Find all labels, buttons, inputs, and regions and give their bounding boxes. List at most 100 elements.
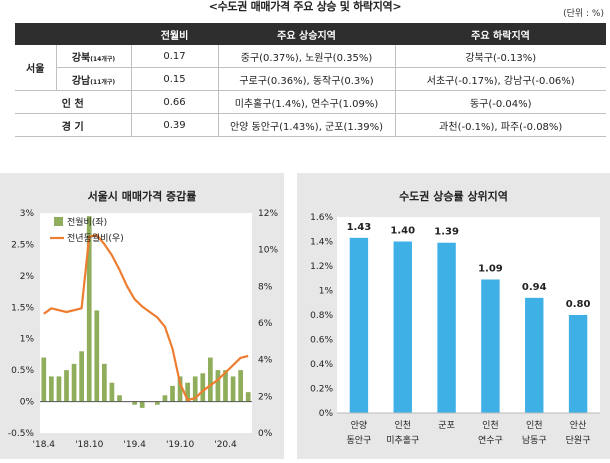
seoul-combo-chart: -0.5% 0% 0.5% 1% 1.5% 2% 2.5% 3% 0% 2% 4% 6% 8% 10% 12… [8,209,279,450]
data-label: 1.43 [347,222,372,233]
bar-mom [162,395,168,402]
top-regions-chart-panel: 수도권 상승률 상위지역 0% 0.2% 0.4% 0.6% 0.8% 1% 1.2% 1.4… [297,173,610,459]
y-tick-label-right: 12% [258,209,278,219]
y-tick-label-left: 0.5% [11,366,34,376]
bar-mom [245,392,251,402]
y-tick-label-left: 2.5% [11,240,34,250]
data-label: 1.39 [434,227,459,238]
mom-value: 0.15 [131,67,219,91]
y-tick-label: 0.8% [310,311,333,321]
x-tick-label-line2: 남동구 [522,435,547,446]
data-label: 0.94 [522,282,547,293]
bar-mom [185,382,190,402]
y-tick-label-right: 6% [258,319,273,329]
col-header-mom: 전월비 [131,23,218,45]
bar-mom [170,385,175,402]
mom-value: 0.39 [131,113,219,137]
table-header-row: 전월비 주요 상승지역 주요 하락지역 [15,23,606,45]
region-name: 강남 [71,75,91,87]
y-tick-label-left: 1% [20,335,35,345]
bar-region [349,237,369,413]
bar-mom [215,370,221,402]
bar-region [437,242,456,413]
seoul-chart-panel: 서울시 매매가격 증감률 -0.5% 0% 0.5% 1% 1.5% 2% 2.5% 3% 0%… [0,173,284,459]
chart-title: 서울시 매매가격 증감률 [87,190,197,203]
region-name: 인 천 [15,90,132,114]
bar-mom [41,357,47,402]
bar-mom [56,376,62,402]
x-tick-label: '18.10 [75,440,104,450]
regional-price-table: 전월비 주요 상승지역 주요 하락지역 서울 강북(14개구) 0.17 중구(… [15,23,606,137]
bar-mom [102,363,107,402]
mom-value: 0.66 [131,90,219,114]
col-header-rising: 주요 상승지역 [218,23,395,45]
x-tick-label-line2: 연수구 [478,435,503,446]
bar-mom [49,376,54,402]
bar-mom [94,310,100,402]
rising-regions: 구로구(0.36%), 동작구(0.3%) [218,67,396,91]
legend-label-mom: 전월비(좌) [67,216,107,228]
x-tick-label-line2: 미추홀구 [386,434,419,446]
y-tick-label-left: -0.5% [8,429,35,439]
bar-mom [177,376,183,402]
bar-mom [238,370,243,402]
rising-regions: 중구(0.37%), 노원구(0.35%) [218,45,396,68]
region-note: (11개구) [90,78,116,86]
bar-mom [223,370,228,402]
legend-swatch-mom [54,217,63,226]
col-header-falling: 주요 하락지역 [395,23,606,45]
x-tick-label: '19.4 [123,440,146,450]
y-tick-label-left: 1.5% [11,303,34,313]
y-tick-label: 1.6% [310,213,333,223]
sub-region: 강남(11개구) [56,67,132,91]
data-label: 0.80 [566,299,591,310]
plot-area [337,217,600,413]
report-title: <수도권 매매가격 주요 상승 및 하락지역> [208,0,402,13]
bar-mom [208,357,213,402]
y-tick-label-right: 8% [258,282,273,292]
y-tick-label-left: 2% [20,272,35,282]
sub-region: 강북(14개구) [56,45,132,68]
legend-label-yoy: 전년동월비(우) [67,232,124,244]
falling-regions: 동구(-0.04%) [395,90,606,114]
top-regions-bar-chart: 0% 0.2% 0.4% 0.6% 0.8% 1% 1.2% 1.4% 1.6% 1.43 안양동안… [310,213,600,446]
data-label: 1.09 [478,263,503,274]
falling-regions: 강북구(-0.13%) [395,45,606,68]
unit-label: (단위 : %) [563,9,604,19]
x-tick-label: '19.10 [166,440,195,450]
data-label: 1.40 [390,226,415,237]
region-note: (14개구) [90,55,116,63]
bar-mom [139,401,145,408]
falling-regions: 과천(-0.1%), 파주(-0.08%) [395,113,606,137]
x-tick-label: '20.4 [214,440,237,450]
bar-mom [64,370,69,402]
bar-mom [230,376,236,402]
bar-mom [117,395,122,402]
x-tick-label-line1: 인천 [526,420,543,431]
region-name: 강북 [71,52,91,64]
y-tick-label-right: 2% [258,392,273,402]
table-row: 서울 강북(14개구) 0.17 중구(0.37%), 노원구(0.35%) 강… [15,45,606,91]
rising-regions: 미추홀구(1.4%), 연수구(1.09%) [218,90,396,114]
bar-region [525,297,544,413]
bar-mom [79,351,84,402]
line-yoy [43,233,249,402]
y-tick-label-left: 0% [20,398,35,408]
y-tick-label: 1.2% [310,262,333,272]
region-name: 경 기 [15,113,132,137]
falling-regions: 서초구(-0.17%), 강남구(-0.06%) [395,67,606,91]
x-tick-label: '18.4 [33,440,56,450]
x-tick-label-line2: 동안구 [346,435,371,446]
bar-mom [71,363,77,402]
bar-mom [132,401,137,405]
bar-region [568,315,588,413]
seoul-label: 서울 [15,45,57,91]
x-tick-label-line2: 단원구 [566,435,591,446]
x-tick-label-line1: 인천 [394,420,411,431]
rising-regions: 안양 동안구(1.43%), 군포(1.39%) [218,113,396,137]
x-tick-label-line1: 안산 [570,420,587,431]
bar-mom [155,401,160,405]
bar-mom [200,373,206,402]
bar-mom [86,216,92,402]
chart-title: 수도권 상승률 상위지역 [399,190,508,203]
